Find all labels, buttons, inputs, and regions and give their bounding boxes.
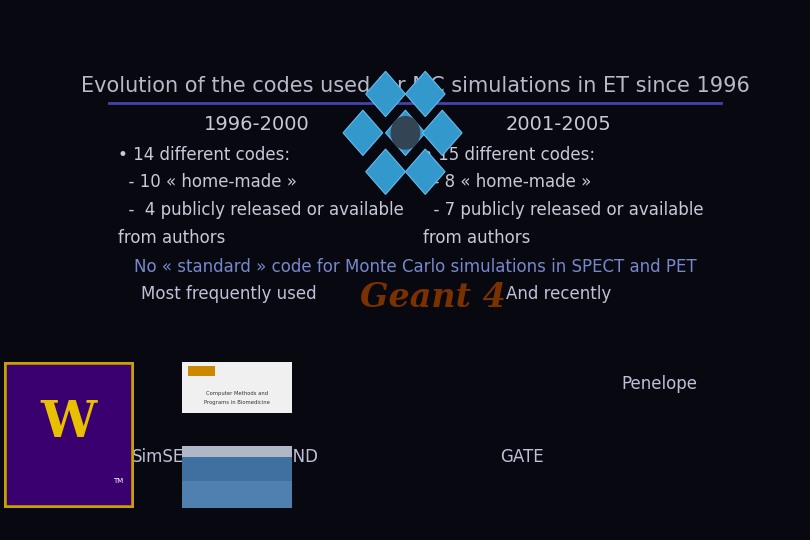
Text: Most frequently used: Most frequently used — [141, 285, 317, 303]
Bar — [182, 362, 292, 413]
Bar — [182, 447, 292, 456]
Text: Computer Methods and: Computer Methods and — [206, 392, 268, 396]
Text: • 14 different codes:
  - 10 « home-made »
  -  4 publicly released or available: • 14 different codes: - 10 « home-made »… — [118, 146, 404, 247]
Text: No « standard » code for Monte Carlo simulations in SPECT and PET: No « standard » code for Monte Carlo sim… — [134, 258, 697, 275]
Text: GATE: GATE — [501, 449, 544, 467]
Polygon shape — [405, 149, 446, 194]
Text: TM: TM — [113, 478, 123, 484]
Text: And recently: And recently — [506, 285, 611, 303]
Bar — [182, 477, 292, 487]
Polygon shape — [365, 71, 405, 117]
Bar — [182, 457, 292, 467]
Text: Evolution of the codes used for MC simulations in ET since 1996: Evolution of the codes used for MC simul… — [81, 76, 749, 96]
Text: Programs in Biomedicine: Programs in Biomedicine — [204, 400, 270, 405]
Bar — [182, 487, 292, 497]
Polygon shape — [365, 149, 405, 194]
Text: 1996-2000: 1996-2000 — [203, 114, 309, 133]
Bar — [182, 456, 292, 508]
Text: 2001-2005: 2001-2005 — [505, 114, 612, 133]
Polygon shape — [423, 110, 462, 156]
Text: Geant 4: Geant 4 — [360, 281, 506, 314]
Text: W: W — [40, 399, 97, 448]
Text: • 15 different codes:
  - 8 « home-made »
  - 7 publicly released or available
f: • 15 different codes: - 8 « home-made » … — [423, 146, 704, 247]
Text: SimSET: SimSET — [132, 449, 194, 467]
Bar — [188, 366, 215, 376]
Bar — [182, 467, 292, 477]
Circle shape — [391, 117, 420, 149]
Polygon shape — [405, 71, 446, 117]
Text: Penelope: Penelope — [621, 375, 697, 393]
Bar — [182, 481, 292, 508]
Text: SIMIND: SIMIND — [259, 449, 319, 467]
Polygon shape — [386, 110, 425, 156]
Polygon shape — [343, 110, 383, 156]
